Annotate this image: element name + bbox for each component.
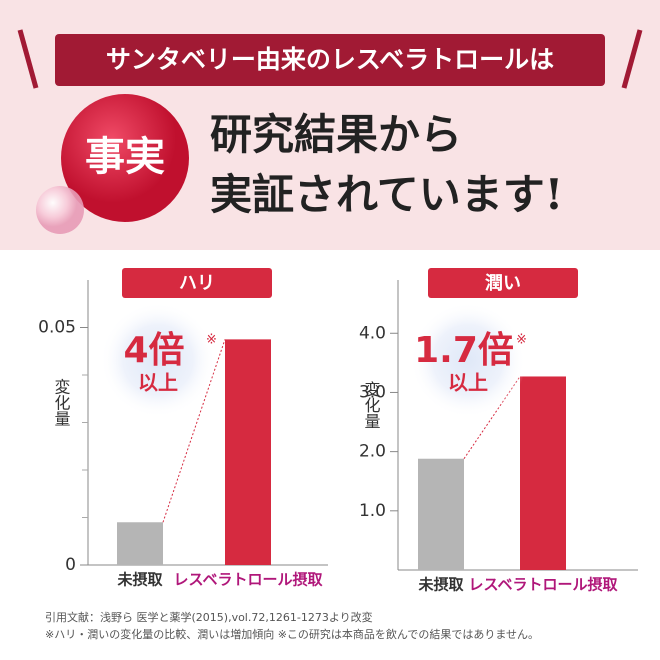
badge-text: 事実 — [85, 133, 165, 180]
chart-title: ハリ — [179, 273, 215, 294]
callout-sub: 以上 — [448, 371, 488, 395]
callout-mark: ※ — [516, 333, 527, 348]
callout-mark: ※ — [206, 333, 217, 348]
callout-sub: 以上 — [138, 371, 178, 395]
y-tick-label: 2.0 — [359, 442, 386, 462]
callout-main: 1.7倍 — [414, 330, 514, 371]
y-axis-label: 変化量 — [52, 379, 71, 427]
y-tick-label: 3.0 — [359, 382, 386, 402]
x-tick-label: レスベラトロール摂取 — [174, 571, 324, 589]
bar — [520, 376, 566, 570]
connector — [463, 376, 521, 460]
bubble — [36, 186, 84, 234]
title-box — [428, 268, 578, 298]
y-tick-label: 1.0 — [359, 501, 386, 521]
x-tick-label: 未摂取 — [417, 576, 464, 594]
banner-slash — [621, 29, 643, 89]
x-tick-label: レスベラトロール摂取 — [469, 576, 619, 594]
badge — [61, 94, 189, 222]
y-axis-label: 変化量 — [362, 381, 381, 429]
banner — [55, 34, 605, 86]
callout-glow — [100, 302, 216, 418]
bar — [117, 522, 163, 565]
bar — [225, 339, 271, 565]
x-tick-label: 未摂取 — [116, 571, 163, 589]
title-box — [122, 268, 272, 298]
callout-glow — [410, 302, 526, 418]
bar — [418, 458, 464, 570]
banner-slash — [17, 29, 39, 89]
chart-title: 潤い — [485, 273, 521, 294]
headline: 研究結果から — [210, 110, 462, 159]
y-tick-label: 4.0 — [359, 323, 386, 343]
y-tick-label: 0.05 — [38, 318, 76, 338]
headline: 実証されています! — [210, 170, 563, 219]
y-tick-label: 0 — [65, 555, 76, 575]
banner-text: サンタベリー由来のレスベラトロールは — [106, 45, 554, 74]
footnote: 引用文献：浅野ら 医学と薬学(2015),vol.72,1261-1273より改… — [45, 610, 373, 624]
footnote: ※ハリ・潤いの変化量の比較、潤いは増加傾向 ※この研究は本商品を飲んでの結果では… — [45, 627, 539, 641]
callout-main: 4倍 — [123, 330, 184, 371]
